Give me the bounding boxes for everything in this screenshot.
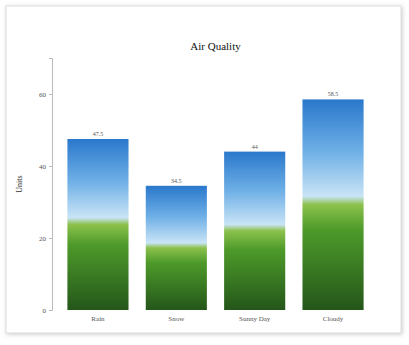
bars	[67, 99, 363, 310]
y-tick: 60	[39, 91, 52, 99]
x-tick: Snow	[168, 310, 185, 323]
data-label: 34.5	[171, 178, 182, 184]
x-tick: Cloudy	[323, 310, 344, 323]
y-tick-mark	[49, 94, 52, 95]
bar	[224, 152, 285, 310]
y-tick: 0	[43, 307, 53, 315]
bar	[146, 186, 207, 310]
x-axis-line	[59, 310, 374, 311]
y-axis-line	[49, 59, 53, 311]
data-label: 47.5	[93, 131, 104, 137]
x-axis: Rain Snow Sunny Day Cloudy	[59, 310, 374, 323]
y-tick-label: 60	[39, 91, 47, 99]
y-tick-label: 20	[39, 235, 47, 243]
data-label: 58.5	[328, 91, 339, 97]
y-axis-title: Units	[15, 175, 24, 192]
y-tick: 40	[39, 163, 52, 171]
x-tick-label: Cloudy	[323, 315, 344, 323]
y-tick: 20	[39, 235, 52, 243]
x-tick-label: Snow	[168, 315, 185, 323]
y-tick-label: 40	[39, 163, 47, 171]
y-axis: 0 20 40 60	[39, 59, 53, 315]
frame	[6, 6, 401, 333]
data-label: 44	[252, 144, 258, 150]
x-tick: Rain	[91, 310, 105, 323]
bar	[67, 139, 128, 310]
y-tick-mark	[49, 166, 52, 167]
title: Air Quality	[190, 40, 241, 52]
data-labels: 47.5 34.5 44 58.5	[93, 91, 339, 183]
y-tick-mark	[49, 310, 52, 311]
x-tick-label: Rain	[91, 315, 105, 323]
bar	[302, 99, 363, 310]
y-tick-label: 0	[43, 307, 47, 315]
x-tick: Sunny Day	[239, 310, 271, 323]
chart: Air Quality 0 20 40 60 Units Rain Snow Sunny Day…	[0, 0, 409, 345]
x-tick-label: Sunny Day	[239, 315, 271, 323]
y-tick-mark	[49, 238, 52, 239]
